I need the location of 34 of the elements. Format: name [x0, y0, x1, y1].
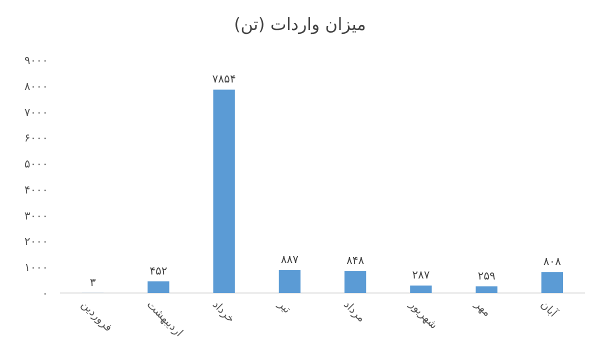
- y-tick-label: ۰: [42, 287, 48, 300]
- data-label: ۲۸۷: [412, 268, 430, 282]
- y-tick-label: ۵۰۰۰: [24, 158, 48, 171]
- y-tick-label: ۳۰۰۰: [24, 209, 48, 222]
- bar: [148, 281, 170, 293]
- x-tick-label: مهر: [472, 297, 494, 320]
- x-tick-label: فروردین: [78, 298, 115, 334]
- y-tick-label: ۱۰۰۰: [24, 261, 48, 274]
- data-label: ۴۵۲: [150, 264, 168, 278]
- data-label: ۲۵۹: [478, 269, 496, 282]
- bar: [344, 271, 366, 293]
- x-tick-label: مرداد: [341, 298, 368, 325]
- x-tick-label: آبان: [538, 297, 562, 320]
- x-tick-label: تیر: [274, 297, 294, 316]
- data-label: ۸۰۸: [543, 255, 562, 268]
- y-tick-label: ۴۰۰۰: [24, 183, 48, 196]
- y-tick-label: ۷۰۰۰: [24, 106, 48, 119]
- bar: [476, 286, 498, 293]
- data-label: ۸۴۸: [346, 254, 364, 268]
- y-tick-label: ۹۰۰۰: [24, 54, 48, 67]
- bar: [213, 90, 235, 293]
- x-tick-label: خرداد: [210, 298, 238, 326]
- y-tick-label: ۲۰۰۰: [24, 235, 48, 248]
- data-label: ۸۸۷: [280, 253, 299, 266]
- bar: [410, 286, 432, 293]
- x-tick-label: شهریور: [406, 297, 440, 332]
- x-tick-label: اردیبهشت: [144, 298, 186, 340]
- data-label: ۷۸۵۴: [212, 72, 236, 86]
- y-tick-label: ۶۰۰۰: [24, 132, 48, 145]
- chart-title: میزان واردات (تن): [234, 15, 366, 35]
- bar: [278, 270, 301, 293]
- data-label: ۳: [90, 276, 96, 289]
- bar: [541, 272, 564, 293]
- y-tick-label: ۸۰۰۰: [24, 80, 48, 93]
